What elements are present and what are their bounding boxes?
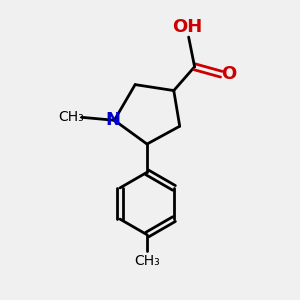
Text: CH₃: CH₃ (58, 110, 84, 124)
Text: CH₃: CH₃ (134, 254, 160, 268)
Text: O: O (221, 65, 236, 83)
Text: N: N (105, 111, 120, 129)
Text: OH: OH (172, 18, 202, 36)
